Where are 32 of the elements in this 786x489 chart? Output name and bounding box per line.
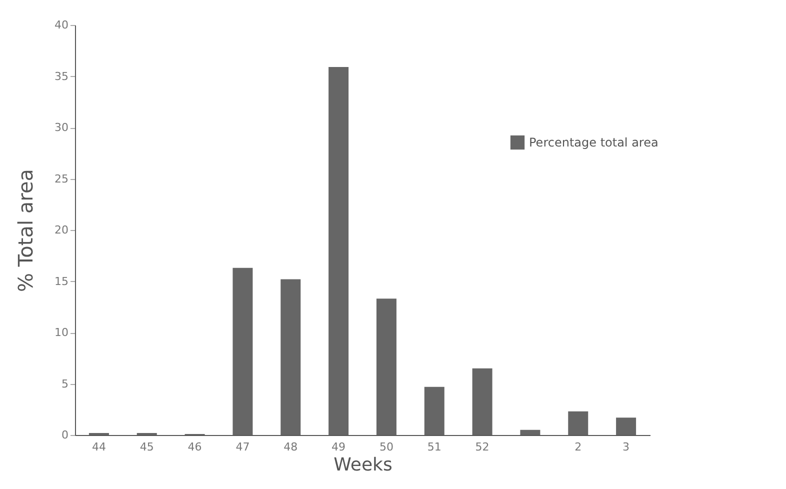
- y-tick-label: 40: [54, 18, 68, 32]
- x-tick-label: 49: [332, 440, 346, 454]
- x-tick-label: 47: [236, 440, 250, 454]
- x-tick-label: 52: [475, 440, 490, 454]
- x-tick-label: 46: [188, 440, 202, 454]
- bar: [472, 368, 492, 435]
- y-tick-label: 10: [54, 326, 68, 339]
- y-tick-label: 0: [62, 428, 68, 442]
- y-tick-label: 30: [54, 121, 68, 134]
- x-tick-label: 3: [622, 440, 630, 454]
- bar: [616, 418, 636, 435]
- y-tick-label: 15: [54, 274, 68, 288]
- bar: [568, 411, 588, 435]
- bar: [424, 386, 444, 435]
- x-tick-label: 2: [574, 440, 582, 454]
- bar: [376, 298, 396, 435]
- y-tick-label: 35: [54, 70, 68, 83]
- bar: [520, 430, 540, 435]
- x-tick-label: 44: [92, 440, 106, 454]
- y-tick-label: 5: [62, 377, 68, 390]
- x-tick-label: 51: [427, 440, 442, 454]
- x-tick-label: 48: [284, 440, 298, 454]
- legend-label: Percentage total area: [529, 136, 658, 150]
- bar: [280, 279, 301, 435]
- y-tick-label: 25: [54, 172, 68, 186]
- y-axis-title: % Total area: [14, 168, 38, 292]
- x-axis-title: Weeks: [334, 454, 392, 476]
- x-tick-label: 50: [379, 440, 394, 454]
- y-tick-label: 20: [54, 224, 68, 236]
- x-tick-label: 45: [140, 440, 154, 454]
- bar: [232, 268, 253, 435]
- bar: [328, 67, 349, 435]
